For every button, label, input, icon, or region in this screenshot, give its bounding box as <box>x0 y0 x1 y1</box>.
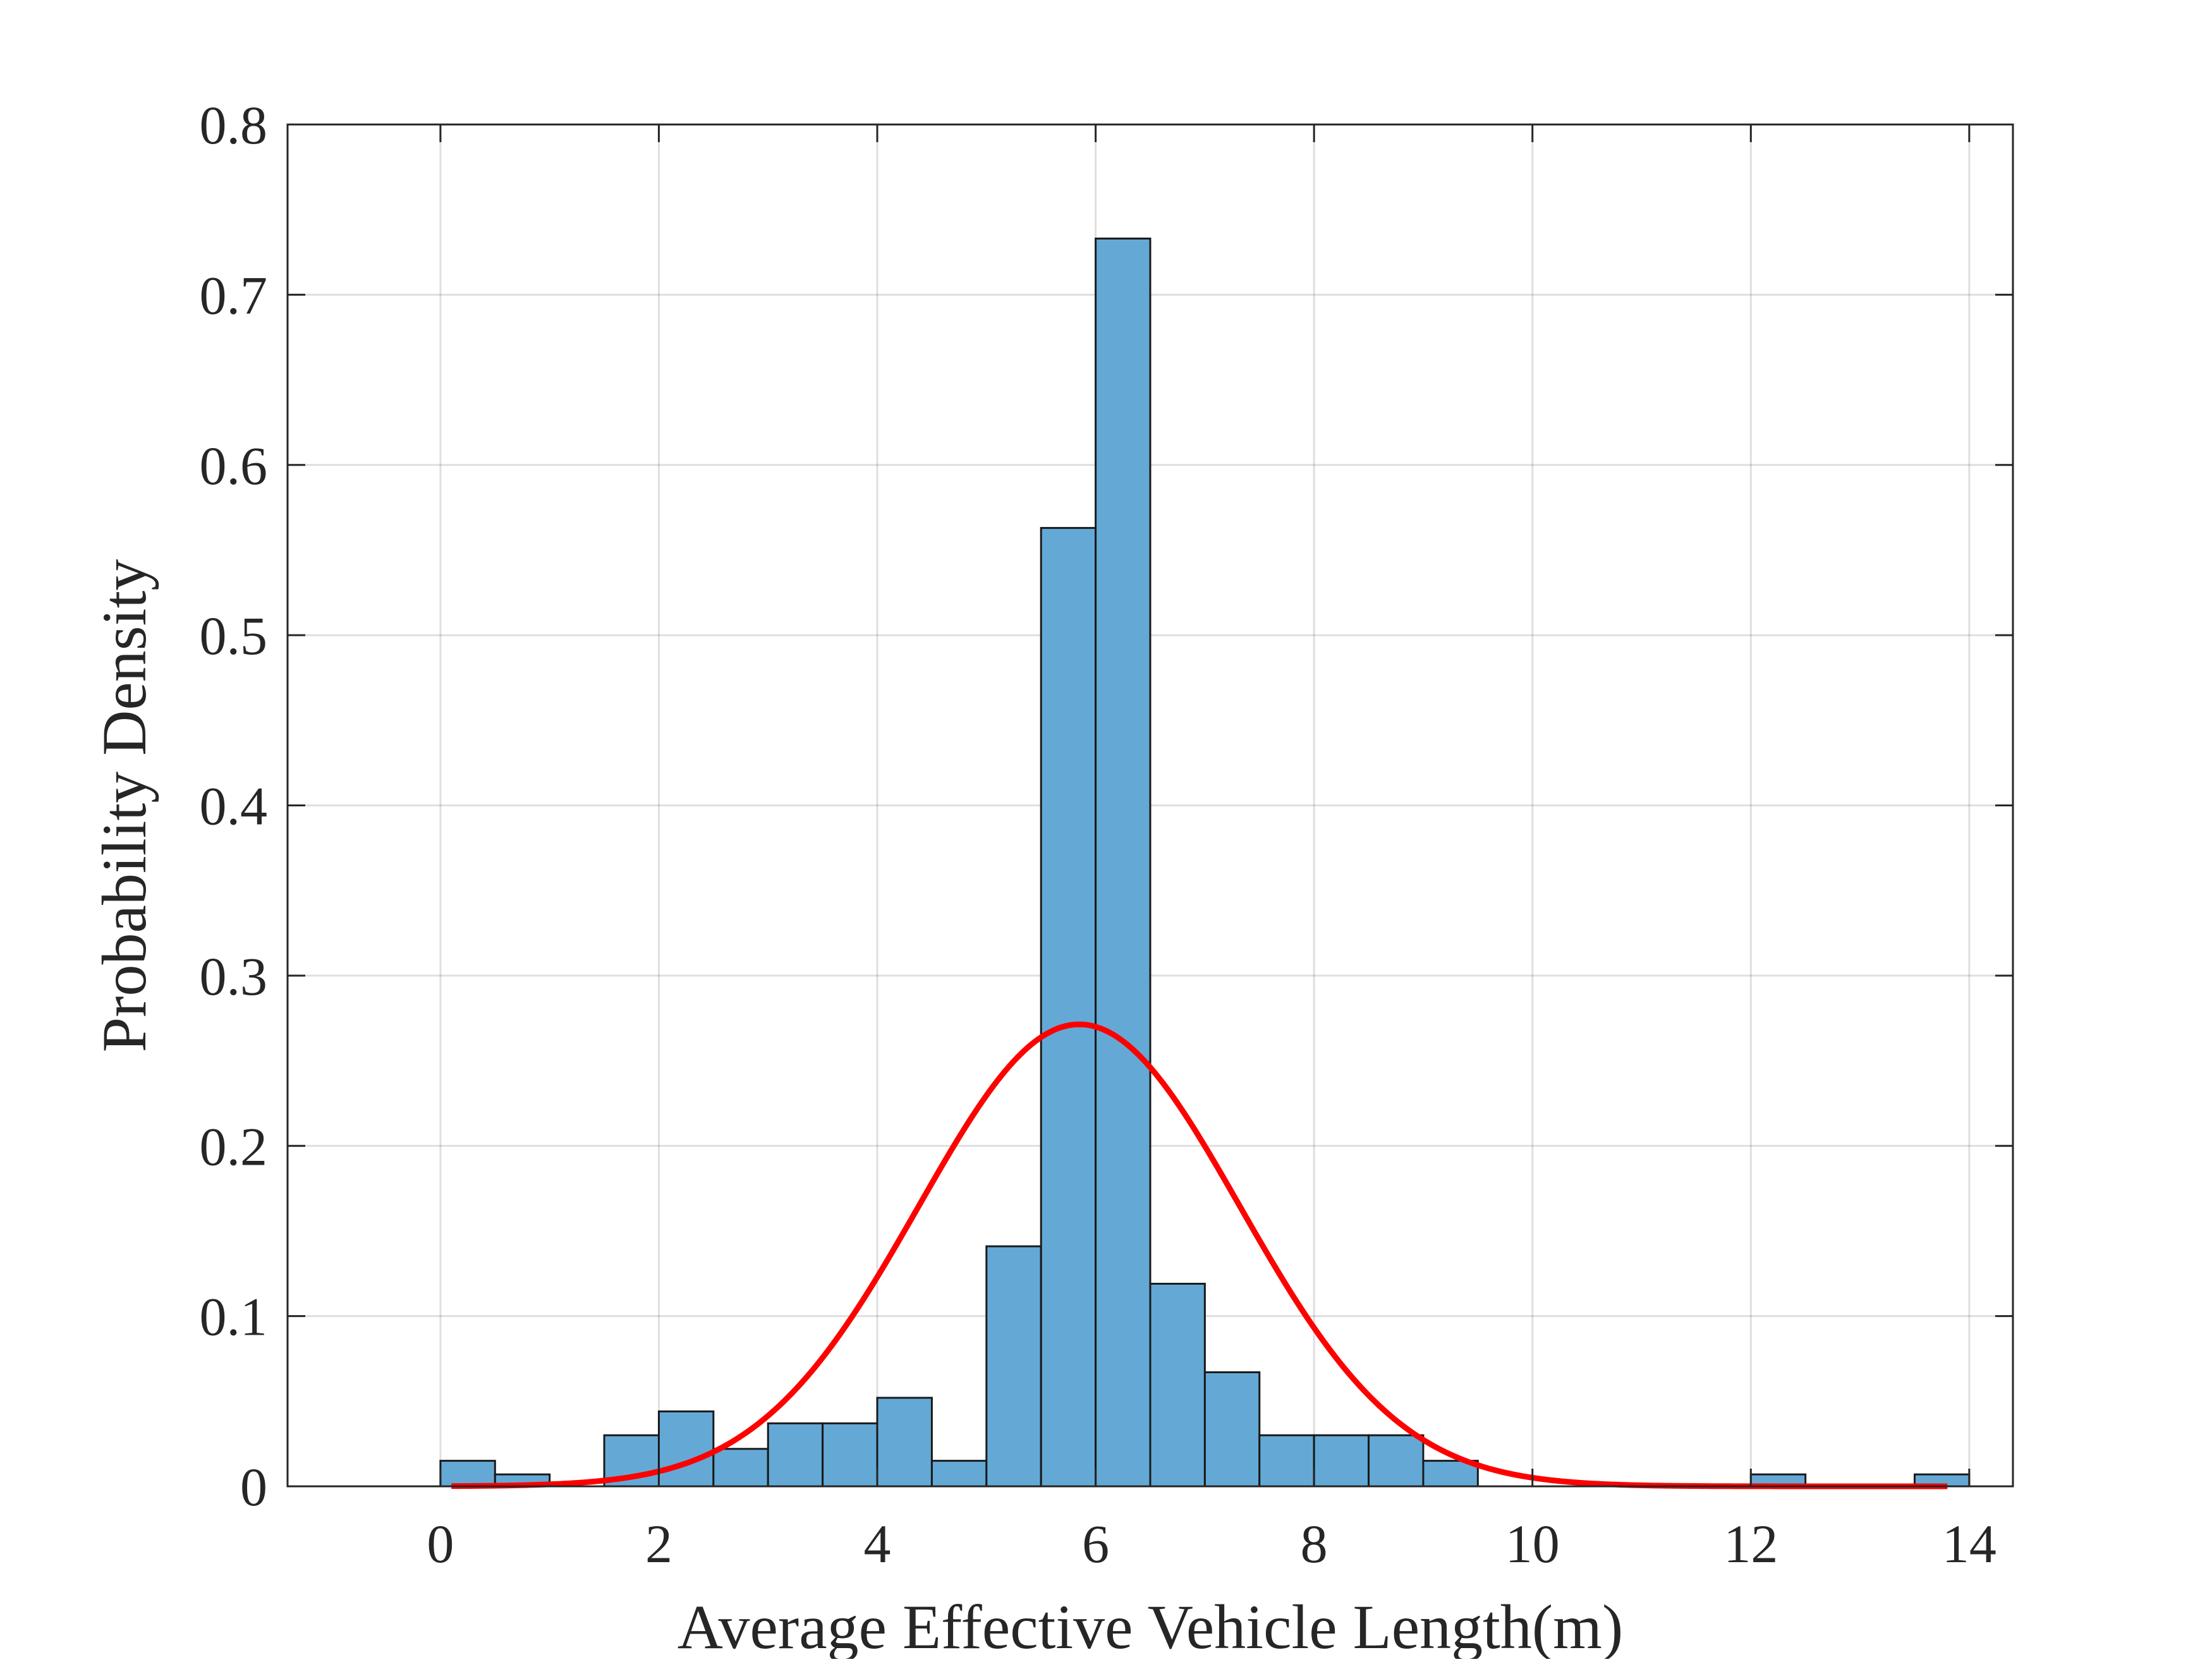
histogram-bar <box>1149 1282 1206 1488</box>
y-tick-label: 0.5 <box>200 605 268 666</box>
histogram-bar <box>876 1397 933 1488</box>
histogram-bars <box>439 237 1971 1488</box>
x-tick-label: 10 <box>1505 1513 1560 1574</box>
histogram-bar <box>1313 1434 1370 1488</box>
histogram-bar <box>1368 1434 1425 1488</box>
x-tick-labels: 0 2 4 6 8 10 12 14 <box>427 1513 1996 1574</box>
histogram-bar <box>1203 1371 1261 1488</box>
x-tick-label: 2 <box>645 1513 672 1574</box>
histogram-bar <box>1040 526 1097 1488</box>
y-tick-label: 0.4 <box>200 776 268 837</box>
histogram-bar <box>712 1448 769 1488</box>
y-tick-label: 0.3 <box>200 946 268 1007</box>
x-tick-label: 4 <box>864 1513 891 1574</box>
y-tick-label: 0.6 <box>200 435 268 496</box>
y-tick-labels: 0 0.1 0.2 0.3 0.4 0.5 0.6 0.7 0.8 <box>200 95 268 1517</box>
x-tick-label: 6 <box>1082 1513 1109 1574</box>
y-tick-label: 0.7 <box>200 265 268 325</box>
plot-frame <box>286 123 2014 1488</box>
histogram-bar <box>930 1460 988 1488</box>
x-axis-label: Average Effective Vehicle Length(m) <box>678 1592 1624 1659</box>
x-tick-label: 12 <box>1723 1513 1778 1574</box>
x-tick-label: 8 <box>1301 1513 1328 1574</box>
histogram-bar <box>439 1460 496 1488</box>
y-axis-label: Probability Density <box>89 559 159 1053</box>
x-tick-label: 14 <box>1942 1513 1996 1574</box>
x-tick-label: 0 <box>427 1513 454 1574</box>
histogram-bar <box>822 1422 878 1488</box>
y-tick-label: 0 <box>240 1457 267 1517</box>
histogram-bar <box>657 1410 715 1488</box>
y-tick-label: 0.2 <box>200 1116 268 1177</box>
histogram-bar <box>767 1422 824 1488</box>
histogram-bar <box>1422 1460 1479 1488</box>
histogram-bar <box>1258 1434 1315 1488</box>
y-tick-label: 0.1 <box>200 1287 268 1347</box>
y-tick-label: 0.8 <box>200 95 268 155</box>
histogram-bar <box>985 1245 1042 1488</box>
histogram-bar <box>1095 237 1152 1488</box>
